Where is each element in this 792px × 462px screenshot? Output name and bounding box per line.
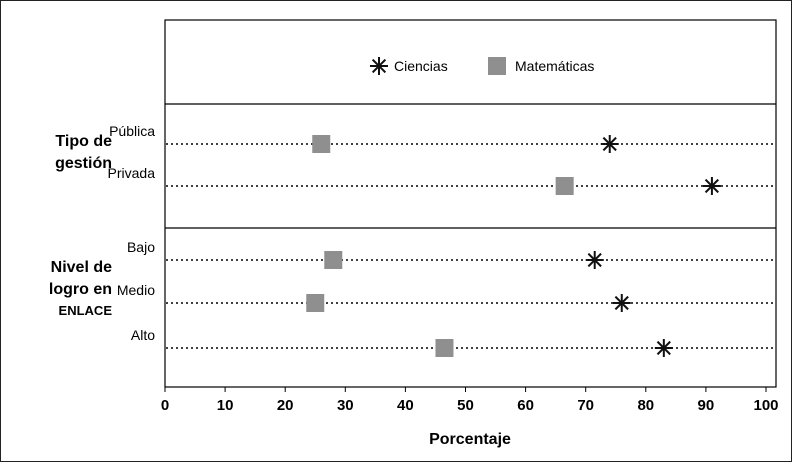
category-label: Privada [108,165,156,181]
x-tick-label: 30 [337,397,354,414]
legend: Ciencias Matemáticas [370,57,594,75]
category-label: Alto [131,327,155,343]
ciencias-point [612,294,631,312]
ciencias-point [702,177,721,195]
x-tick-label: 0 [161,397,169,414]
category-label: Pública [109,123,155,139]
x-axis-ticks: 0 10 20 30 40 50 60 70 80 90 100 [161,387,779,414]
matematicas-point [306,294,325,312]
x-tick-label: 60 [517,397,534,414]
ciencias-point [654,339,673,357]
group-label-line: Tipo de [55,133,112,150]
group-label-line: Nivel de [51,259,112,276]
matematicas-point [324,251,343,269]
legend-ciencias-label: Ciencias [394,58,448,74]
legend-ciencias-icon [370,57,388,75]
x-tick-label: 70 [577,397,594,414]
category-labels: Pública Privada Bajo Medio Alto [108,123,156,343]
legend-matematicas-icon [488,57,506,75]
legend-matematicas-label: Matemáticas [515,58,594,74]
group-label-line: ENLACE [59,303,113,318]
x-tick-label: 100 [753,397,778,414]
matematicas-point [312,135,331,153]
data-marks [306,135,721,357]
x-tick-label: 20 [277,397,294,414]
x-tick-label: 80 [637,397,654,414]
group-label-line: gestión [55,155,112,172]
category-label: Medio [117,282,155,298]
ciencias-point [585,251,604,269]
group-label-line: logro en [49,281,112,298]
x-tick-label: 40 [397,397,414,414]
x-tick-label: 10 [217,397,234,414]
matematicas-point [555,177,574,195]
x-tick-label: 90 [698,397,715,414]
x-tick-label: 50 [457,397,474,414]
category-label: Bajo [127,239,155,255]
plot-frame [164,19,777,388]
matematicas-point [435,339,454,357]
ciencias-point [600,135,619,153]
group-labels: Tipo de gestión Nivel de logro en ENLACE [49,133,112,318]
x-axis-title: Porcentaje [429,431,511,448]
dotted-guides [166,143,775,349]
